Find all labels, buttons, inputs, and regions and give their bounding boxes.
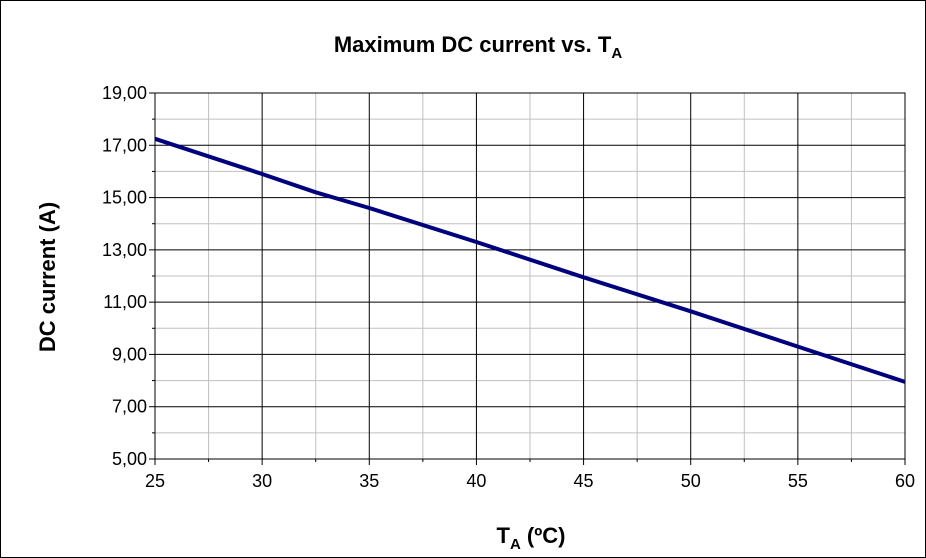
y-tick-label: 13,00 xyxy=(102,240,147,260)
y-tick-label: 11,00 xyxy=(103,292,147,312)
chart-title-subscript: A xyxy=(611,45,622,62)
y-tick-label: 5,00 xyxy=(112,449,147,469)
y-tick-label: 15,00 xyxy=(102,188,147,208)
x-axis-label-subscript: A xyxy=(510,536,521,553)
x-tick-label: 35 xyxy=(359,471,379,491)
y-axis-label: DC current (A) xyxy=(35,202,60,352)
x-tick-label: 40 xyxy=(466,471,486,491)
x-tick-label: 55 xyxy=(788,471,808,491)
y-tick-label: 17,00 xyxy=(102,135,147,155)
chart-title: Maximum DC current vs. TA xyxy=(334,32,623,62)
x-axis-label-unit: (ºC) xyxy=(521,523,566,548)
y-tick-label: 19,00 xyxy=(102,83,147,103)
minor-grid xyxy=(155,93,905,459)
x-tick-label: 30 xyxy=(252,471,272,491)
x-tick-label: 60 xyxy=(895,471,915,491)
axes xyxy=(149,92,906,465)
series-line xyxy=(154,136,906,384)
x-tick-labels: 25 30 35 40 45 50 55 60 xyxy=(145,471,915,491)
x-tick-label: 50 xyxy=(681,471,701,491)
x-tick-label: 25 xyxy=(145,471,165,491)
x-tick-label: 45 xyxy=(574,471,594,491)
x-axis-label: TA (ºC) xyxy=(497,523,566,553)
y-tick-label: 7,00 xyxy=(112,397,147,417)
y-tick-labels: 5,00 7,00 9,00 11,00 13,00 15,00 17,00 19,00 xyxy=(102,83,147,469)
y-tick-label: 9,00 xyxy=(112,344,147,364)
series-group xyxy=(154,136,906,384)
